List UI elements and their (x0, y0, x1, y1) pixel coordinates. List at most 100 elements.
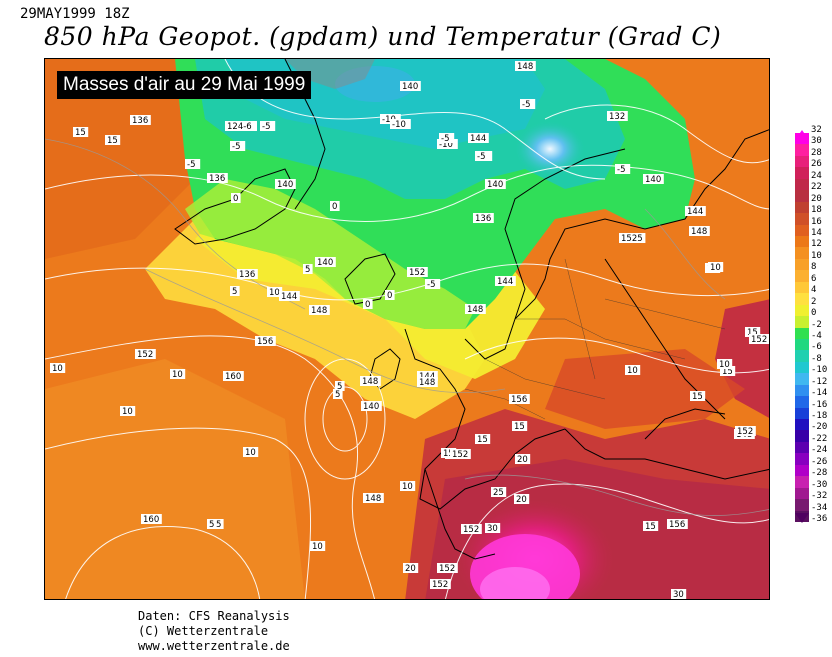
credits: Daten: CFS Reanalysis (C) Wetterzentrale… (138, 609, 290, 654)
contour-label: 15 (722, 367, 733, 377)
contour-label-box (310, 541, 326, 551)
contour-label-box (260, 121, 276, 131)
colorbar-swatch (795, 430, 809, 443)
colorbar-level-label: -2 (811, 319, 822, 330)
contour-label-box (403, 563, 419, 573)
colorbar-swatch (795, 224, 809, 237)
colorbar-bottom-arrow (795, 513, 809, 523)
colorbar-level-label: 30 (811, 136, 822, 147)
colorbar-level-label: 24 (811, 170, 822, 181)
colorbar-swatch (795, 373, 809, 386)
contour-label-box (207, 519, 217, 529)
colorbar-level-label: -36 (811, 514, 828, 524)
colorbar-level-label: 4 (811, 285, 817, 296)
contour-label: 10 (172, 370, 183, 380)
contour-label: 20 (516, 495, 527, 505)
colorbar-swatch (795, 407, 809, 420)
colorbar-swatch (795, 167, 809, 180)
contour-label: 0 (365, 300, 370, 310)
contour-label: 152 (432, 580, 448, 590)
contour-label-box (437, 139, 458, 149)
contour-label-box (425, 279, 441, 289)
contour-label-box (223, 371, 244, 381)
contour-label: 140 (317, 258, 333, 268)
contour-label: 132 (609, 112, 625, 122)
contour-label-box (141, 514, 162, 524)
contour-label: 152 (137, 350, 153, 360)
contour-label-box (720, 366, 736, 376)
contour-label-box (520, 99, 536, 109)
contour-label: 140 (487, 180, 503, 190)
colorbar-level-label: 12 (811, 239, 822, 250)
contour-label: 5 (337, 382, 342, 392)
contour-label: 144 (281, 292, 297, 302)
contour-label: 10 (710, 263, 721, 273)
colorbar-swatch (795, 316, 809, 328)
contour-label-box (417, 377, 438, 387)
contour-label: 30 (487, 524, 498, 534)
colorbar-level-label: -12 (811, 376, 828, 387)
contour-label: 5 (209, 520, 214, 530)
colorbar-swatch (795, 464, 809, 477)
contour-label: -5 (262, 122, 270, 132)
contour-label: 136 (209, 174, 225, 184)
colorbar-swatch (795, 441, 809, 454)
contour-label: 140 (363, 402, 379, 412)
contour-label: 10 (312, 542, 323, 552)
contour-label-box (708, 262, 724, 272)
colorbar-level-label: 14 (811, 227, 822, 238)
contour-label: 140 (645, 175, 661, 185)
map-svg: 1515136124-6-5-5-5-10-10140148-50-10-513… (45, 59, 769, 600)
contour-label-box (514, 494, 530, 504)
colorbar-swatch (795, 384, 809, 397)
contour-label: 148 (365, 494, 381, 504)
contour-label-box (407, 267, 428, 277)
contour-label: 124-6 (227, 122, 252, 132)
contour-label: 1525 (621, 234, 643, 244)
contour-label-box (495, 276, 516, 286)
colorbar-level-label: 16 (811, 216, 822, 227)
contour-label-box (231, 193, 241, 203)
contour-label: 156 (257, 337, 273, 347)
colorbar-swatch (795, 270, 809, 283)
colorbar-swatch (795, 487, 809, 500)
contour-label: 136 (132, 116, 148, 126)
contour-label-box (255, 336, 276, 346)
contour-label-box (625, 365, 641, 375)
weather-map: 1515136124-6-5-5-5-10-10140148-50-10-513… (44, 58, 770, 600)
contour-label-box (385, 290, 395, 300)
contour-label-box (491, 487, 507, 497)
colorbar-level-label: 28 (811, 147, 822, 158)
contour-label: 0 (332, 202, 337, 212)
colorbar-level-label: -8 (811, 353, 822, 364)
contour-label-box (225, 121, 257, 131)
contour-label-box (619, 233, 646, 243)
contour-label: 144 (687, 207, 703, 217)
contour-label-box (475, 434, 491, 444)
colorbar-swatch (795, 476, 809, 489)
contour-label-box (515, 454, 531, 464)
colorbar-level-label: -24 (811, 445, 828, 456)
contour-label: 15 (477, 435, 488, 445)
contour-label: 10 (627, 366, 638, 376)
colorbar-swatch (795, 304, 809, 317)
colorbar-swatch (795, 453, 809, 466)
chart-title: 850 hPa Geopot. (gpdam) und Temperatur (… (44, 22, 722, 51)
contour-label-box (607, 111, 628, 121)
colorbar-swatch (795, 201, 809, 214)
contour-label-box (237, 269, 258, 279)
contour-label-box (207, 173, 228, 183)
contour-label: 156 (669, 520, 685, 530)
contour-label: 30 (673, 590, 684, 600)
contour-label: -5 (441, 134, 449, 144)
contour-label: 152 (409, 268, 425, 278)
contour-label-box (363, 299, 373, 309)
colorbar-level-label: -26 (811, 456, 828, 467)
colorbar-swatch (795, 258, 809, 271)
contour-label: 136 (239, 270, 255, 280)
colorbar-swatch (795, 144, 809, 157)
contour-label: 20 (405, 564, 416, 574)
contour-label: 144 (497, 277, 513, 287)
contour-label: 10 (402, 482, 413, 492)
contour-label: 15 (107, 136, 118, 146)
